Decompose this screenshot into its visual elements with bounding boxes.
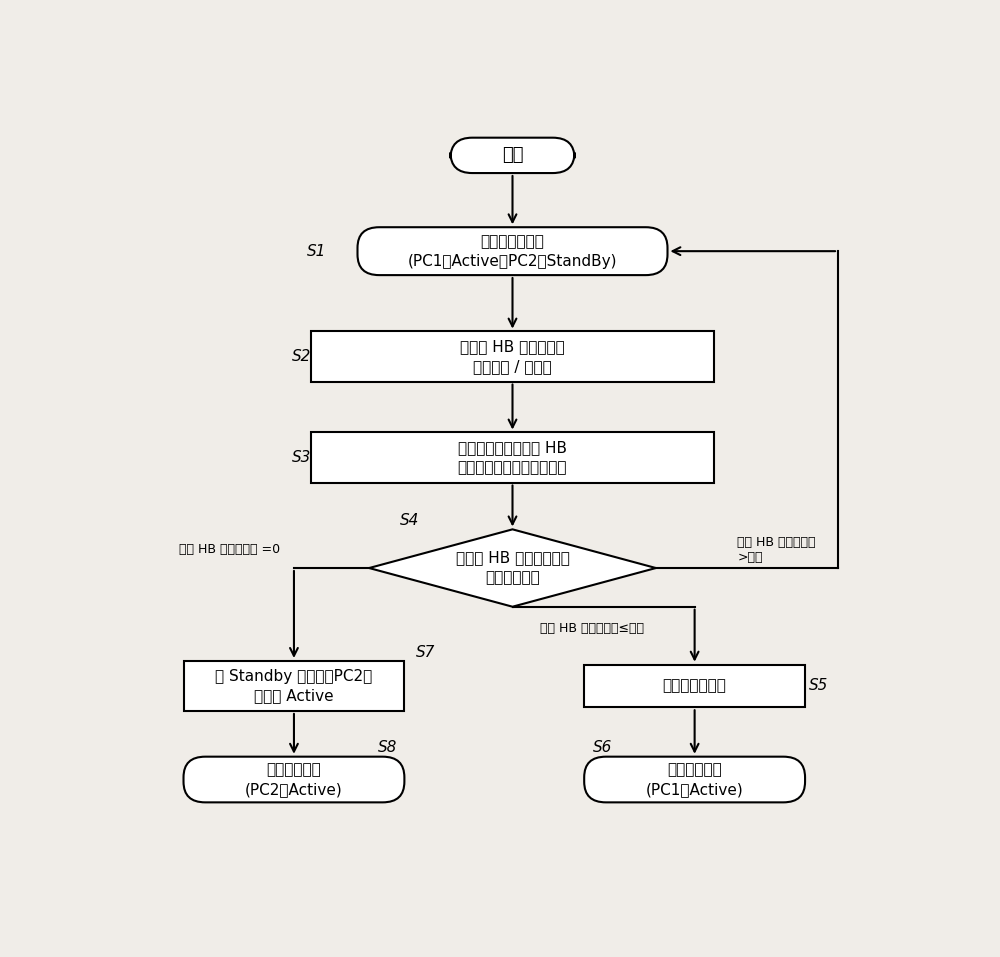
Text: 对当前时刻的正常的 HB
通信路径的路径数进行计数: 对当前时刻的正常的 HB 通信路径的路径数进行计数 (458, 440, 567, 475)
Text: 执行单独动作
(PC2：Active): 执行单独动作 (PC2：Active) (245, 762, 343, 797)
Text: 正常 HB 通信路径数 =0: 正常 HB 通信路径数 =0 (179, 544, 280, 556)
Bar (311, 331, 714, 382)
FancyBboxPatch shape (358, 227, 668, 275)
Polygon shape (369, 529, 656, 607)
Text: 将 Standby 侧设备（PC2）
切换至 Active: 将 Standby 侧设备（PC2） 切换至 Active (215, 669, 373, 703)
Text: 切换至单独动作: 切换至单独动作 (663, 679, 727, 694)
Text: 对正常 HB 通信路径数和
阈值进行比较: 对正常 HB 通信路径数和 阈值进行比较 (456, 550, 569, 586)
Text: S6: S6 (593, 741, 612, 755)
Bar (184, 661, 404, 711)
Text: S8: S8 (378, 741, 397, 755)
Text: 执行单独动作
(PC1：Active): 执行单独动作 (PC1：Active) (646, 762, 744, 797)
Text: 正常 HB 通信路径数≤阈值: 正常 HB 通信路径数≤阈值 (540, 622, 644, 634)
Text: 执行冒余化动作
(PC1：Active、PC2：StandBy): 执行冒余化动作 (PC1：Active、PC2：StandBy) (408, 234, 617, 269)
Text: S4: S4 (400, 513, 420, 528)
Text: 检查各 HB 通信路径，
掌握正常 / 不通顺: 检查各 HB 通信路径， 掌握正常 / 不通顺 (460, 339, 565, 374)
FancyBboxPatch shape (184, 757, 404, 802)
Text: S7: S7 (416, 644, 435, 659)
Text: 正常 HB 通信路径数
>阈值: 正常 HB 通信路径数 >阈值 (737, 536, 816, 564)
Text: 开始: 开始 (502, 146, 523, 165)
FancyBboxPatch shape (584, 757, 805, 802)
Bar (311, 433, 714, 482)
Text: S1: S1 (307, 244, 326, 258)
Text: S5: S5 (809, 679, 828, 694)
Text: S2: S2 (292, 349, 311, 364)
FancyBboxPatch shape (450, 138, 574, 173)
Text: S3: S3 (292, 450, 311, 465)
Bar (584, 664, 805, 707)
